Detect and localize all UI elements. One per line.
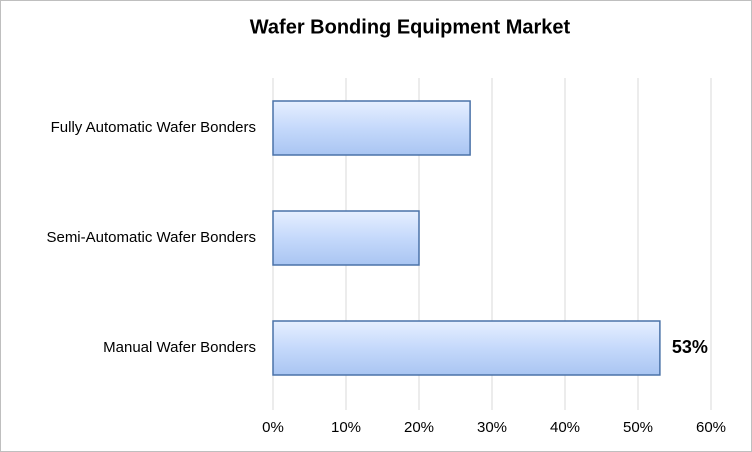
x-tick-label: 0% xyxy=(262,419,284,436)
chart-title: Wafer Bonding Equipment Market xyxy=(250,16,571,38)
y-tick-label: Manual Wafer Bonders xyxy=(103,339,256,356)
data-label: 53% xyxy=(672,337,708,357)
x-tick-label: 20% xyxy=(404,419,434,436)
x-tick-label: 50% xyxy=(623,419,653,436)
x-tick-label: 30% xyxy=(477,419,507,436)
bar xyxy=(272,100,471,156)
x-tick-label: 10% xyxy=(331,419,361,436)
bar xyxy=(272,210,420,266)
bar xyxy=(272,320,661,376)
y-tick-label: Semi-Automatic Wafer Bonders xyxy=(46,229,256,246)
y-tick-label: Fully Automatic Wafer Bonders xyxy=(51,119,256,136)
x-tick-label: 60% xyxy=(696,419,726,436)
x-tick-label: 40% xyxy=(550,419,580,436)
